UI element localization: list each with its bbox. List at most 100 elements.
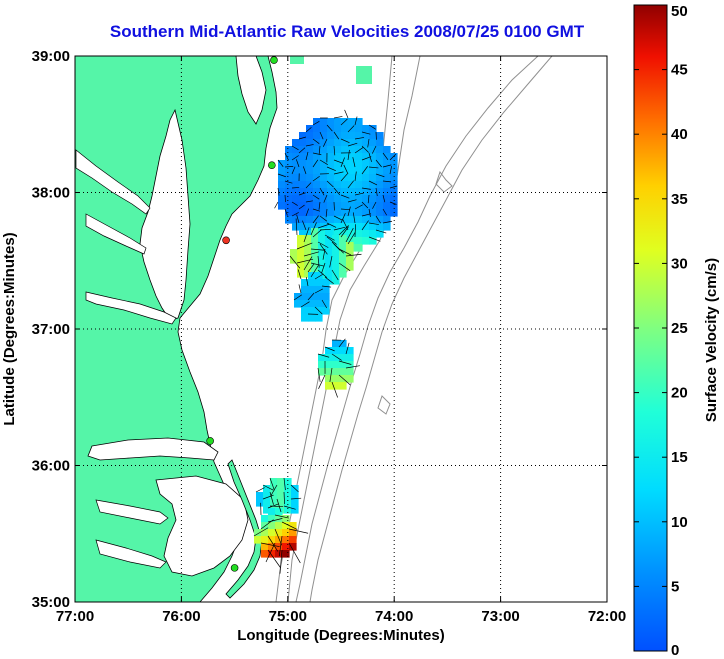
x-tick-label: 74:00 <box>375 608 413 625</box>
velocity-arrow <box>303 251 320 257</box>
velocity-arrow <box>312 194 320 200</box>
velocity-arrow <box>319 228 331 231</box>
velocity-arrow <box>310 262 325 267</box>
velocity-arrow <box>317 367 321 382</box>
velocity-cell <box>369 237 377 245</box>
velocity-cell <box>341 153 349 161</box>
velocity-cell <box>369 125 377 133</box>
velocity-cell <box>327 202 335 210</box>
velocity-arrow <box>321 262 326 274</box>
velocity-cell <box>318 242 326 250</box>
velocity-arrow <box>293 294 302 301</box>
velocity-arrow <box>314 273 324 280</box>
colorbar-tick-label: 30 <box>671 255 688 272</box>
velocity-cell <box>346 368 354 376</box>
velocity-cell <box>313 118 321 126</box>
velocity-cell <box>334 223 342 231</box>
velocity-cell <box>291 506 299 514</box>
velocity-cell <box>261 536 269 544</box>
velocity-arrow <box>319 159 328 165</box>
velocity-cell <box>348 146 356 154</box>
velocity-cell <box>311 256 319 264</box>
velocity-cell <box>306 146 314 154</box>
velocity-arrow <box>324 276 334 284</box>
velocity-arrow <box>312 215 319 224</box>
velocity-arrow <box>290 484 299 493</box>
velocity-arrow <box>329 255 333 268</box>
velocity-arrow <box>269 491 274 505</box>
velocity-arrow <box>276 498 282 513</box>
velocity-cell <box>306 216 314 224</box>
velocity-arrow <box>340 118 348 126</box>
velocity-arrow <box>340 213 346 224</box>
velocity-arrow <box>319 131 324 140</box>
velocity-cell <box>306 132 314 140</box>
velocity-cell <box>390 202 398 210</box>
velocity-arrow <box>305 144 314 147</box>
velocity-cell <box>390 195 398 203</box>
velocity-cell <box>278 181 286 189</box>
velocity-cell <box>304 242 312 250</box>
velocity-cell <box>320 202 328 210</box>
velocity-arrow <box>319 243 328 255</box>
velocity-cell <box>313 146 321 154</box>
velocity-cell <box>275 536 283 544</box>
velocity-cell <box>355 195 363 203</box>
colorbar-tick-label: 45 <box>671 62 688 79</box>
velocity-cell <box>332 382 340 390</box>
velocity-cell <box>355 153 363 161</box>
velocity-cell <box>318 354 326 362</box>
velocity-arrow <box>338 338 346 348</box>
velocity-cell <box>341 160 349 168</box>
velocity-cell <box>308 293 316 301</box>
velocity-cell <box>282 522 290 530</box>
velocity-arrow <box>312 175 320 182</box>
velocity-cell <box>292 153 300 161</box>
velocity-cell <box>322 307 330 315</box>
velocity-arrow <box>291 187 300 189</box>
velocity-arrow <box>375 229 387 234</box>
velocity-cell <box>297 256 305 264</box>
velocity-cell <box>369 174 377 182</box>
velocity-cell <box>355 188 363 196</box>
velocity-arrow <box>305 151 309 161</box>
velocity-cell <box>334 153 342 161</box>
velocity-arrow <box>361 220 369 231</box>
velocity-cell <box>282 515 290 523</box>
velocity-cell <box>277 485 285 493</box>
velocity-arrow <box>340 138 350 144</box>
velocity-cell <box>376 132 384 140</box>
velocity-cell <box>341 216 349 224</box>
velocity-arrow <box>283 491 285 505</box>
velocity-arrow <box>382 208 387 216</box>
velocity-cell <box>355 146 363 154</box>
velocity-cell <box>383 188 391 196</box>
velocity-cell <box>369 202 377 210</box>
velocity-arrow <box>290 497 302 500</box>
velocity-arrow <box>284 208 288 216</box>
velocity-cell <box>304 256 312 264</box>
velocity-arrow <box>340 157 345 168</box>
velocity-cell <box>332 361 340 369</box>
velocity-cell <box>299 216 307 224</box>
velocity-cell <box>325 361 333 369</box>
velocity-cell <box>334 167 342 175</box>
velocity-cell <box>348 202 356 210</box>
outer-banks <box>225 459 263 599</box>
velocity-cell <box>282 536 290 544</box>
velocity-cell <box>318 249 326 257</box>
velocity-cell <box>362 237 370 245</box>
velocity-cell <box>376 188 384 196</box>
velocity-cell <box>313 195 321 203</box>
velocity-cell <box>318 228 326 236</box>
velocity-cell <box>355 209 363 217</box>
velocity-cell <box>261 529 269 537</box>
pamlico-sound <box>155 475 249 577</box>
albemarle-sound <box>87 437 219 461</box>
velocity-cell <box>297 249 305 257</box>
velocity-arrow <box>269 484 278 497</box>
velocity-cell <box>355 125 363 133</box>
velocity-cell <box>306 153 314 161</box>
velocity-cell <box>339 270 347 278</box>
velocity-cell <box>334 188 342 196</box>
